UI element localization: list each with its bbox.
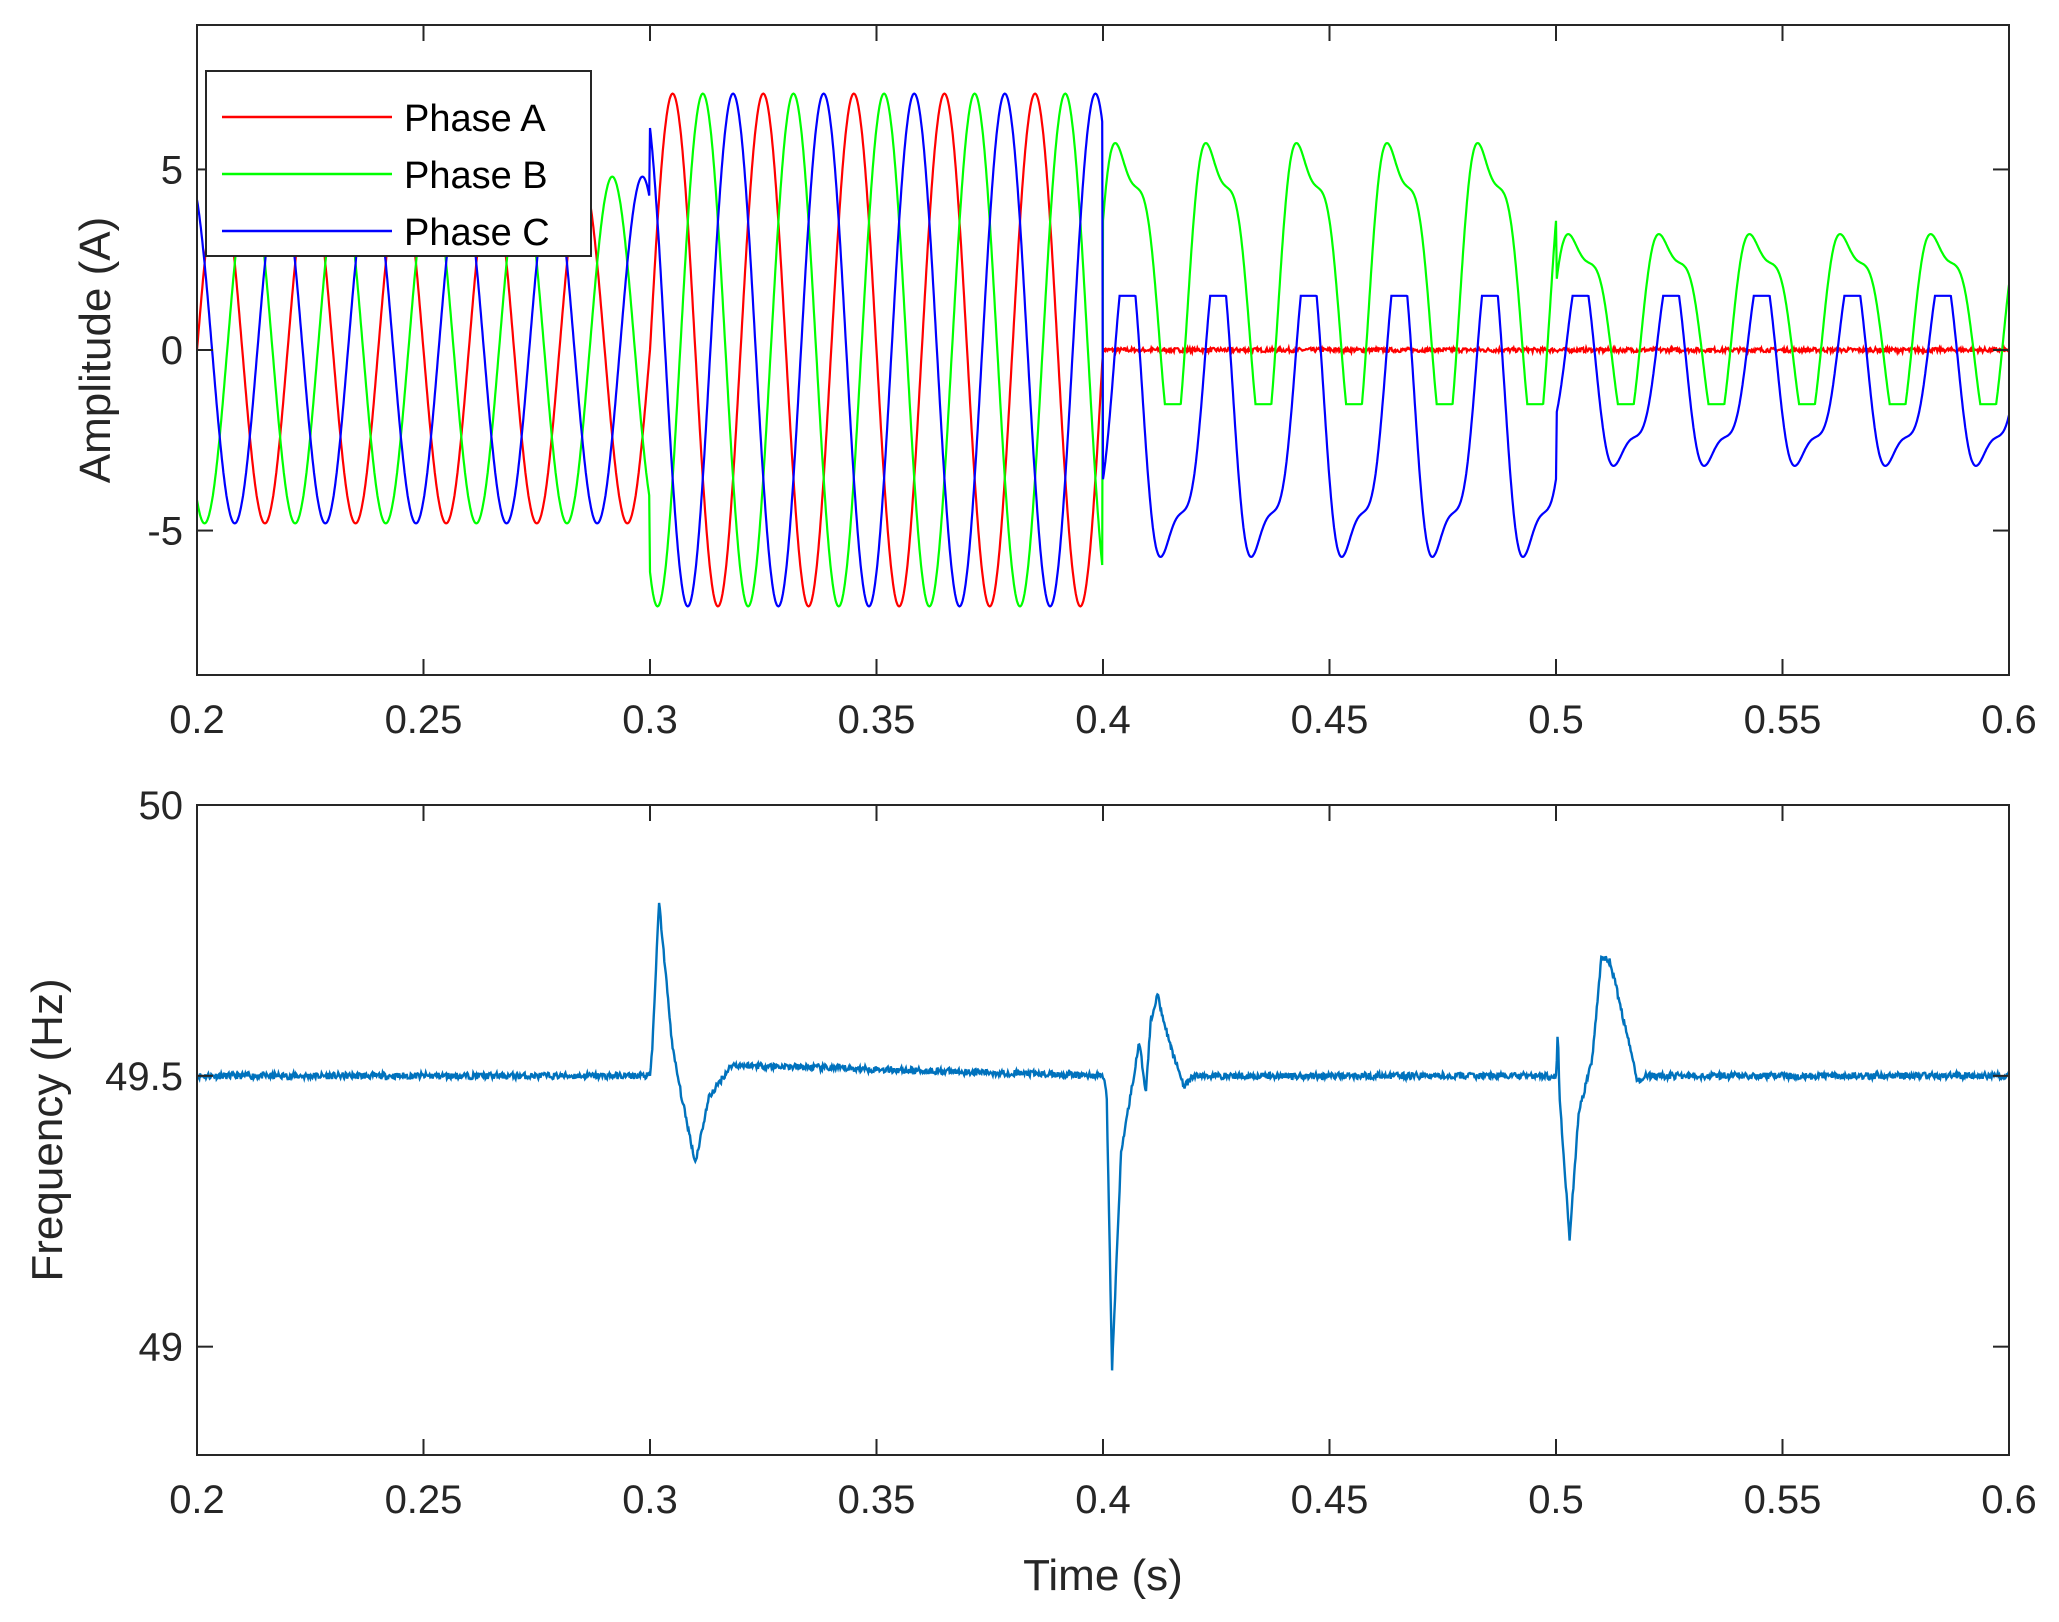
frequency-x-tick-label: 0.4	[1075, 1478, 1131, 1522]
current-y-tick-label: 0	[161, 329, 183, 373]
frequency-x-tick-label: 0.2	[169, 1478, 225, 1522]
frequency-x-tick-label: 0.3	[622, 1478, 678, 1522]
current-ticks: 0.2 0.25 0.3 0.35 0.4 0.45 0.5 0.55 0.6 -5 0 5	[147, 25, 2037, 742]
frequency-ticks: 0.2 0.25 0.3 0.35 0.4 0.45 0.5 0.55 0.6 49 49.5 50	[105, 784, 2037, 1522]
current-x-tick-label: 0.25	[385, 698, 463, 742]
legend-label-phase-b: Phase B	[404, 155, 548, 197]
current-x-tick-label: 0.2	[169, 698, 225, 742]
current-y-tick-label: 5	[161, 148, 183, 192]
series-line-phase-c	[197, 92, 2009, 608]
frequency-x-tick-label: 0.6	[1981, 1478, 2037, 1522]
frequency-plot-frame	[196, 804, 2010, 1456]
frequency-y-tick-label: 49	[139, 1326, 184, 1370]
current-x-tick-label: 0.5	[1528, 698, 1584, 742]
current-x-tick-label: 0.4	[1075, 698, 1131, 742]
x-axis-label: Time (s)	[1023, 1551, 1183, 1600]
frequency-x-tick-label: 0.35	[838, 1478, 916, 1522]
frequency-y-axis-label: Frequency (Hz)	[23, 978, 72, 1281]
frequency-x-tick-label: 0.5	[1528, 1478, 1584, 1522]
legend-box	[205, 70, 592, 257]
current-x-tick-label: 0.45	[1291, 698, 1369, 742]
frequency-x-tick-label: 0.45	[1291, 1478, 1369, 1522]
current-y-tick-label: -5	[147, 510, 183, 554]
current-x-tick-label: 0.3	[622, 698, 678, 742]
current-y-axis-label: Amplitude (A)	[71, 217, 120, 484]
current-plot: 0.2 0.25 0.3 0.35 0.4 0.45 0.5 0.55 0.6 -5 0 5 Ampl…	[71, 24, 2037, 742]
legend-label-phase-c: Phase C	[404, 212, 550, 254]
frequency-y-tick-label: 49.5	[105, 1055, 183, 1099]
frequency-y-tick-label: 50	[139, 784, 184, 828]
frequency-series-group	[197, 902, 2009, 1371]
frequency-plot-area	[197, 805, 2009, 1455]
frequency-x-tick-label: 0.55	[1744, 1478, 1822, 1522]
legend: Phase A Phase B Phase C	[205, 70, 592, 257]
series-line-frequency	[197, 902, 2009, 1371]
frequency-x-tick-label: 0.25	[385, 1478, 463, 1522]
frequency-plot: 0.2 0.25 0.3 0.35 0.4 0.45 0.5 0.55 0.64949.550 …	[23, 784, 2037, 1600]
current-x-tick-label: 0.55	[1744, 698, 1822, 742]
legend-label-phase-a: Phase A	[404, 98, 546, 140]
current-plot-frame	[196, 24, 2010, 676]
current-x-tick-label: 0.6	[1981, 698, 2037, 742]
current-x-tick-label: 0.35	[838, 698, 916, 742]
